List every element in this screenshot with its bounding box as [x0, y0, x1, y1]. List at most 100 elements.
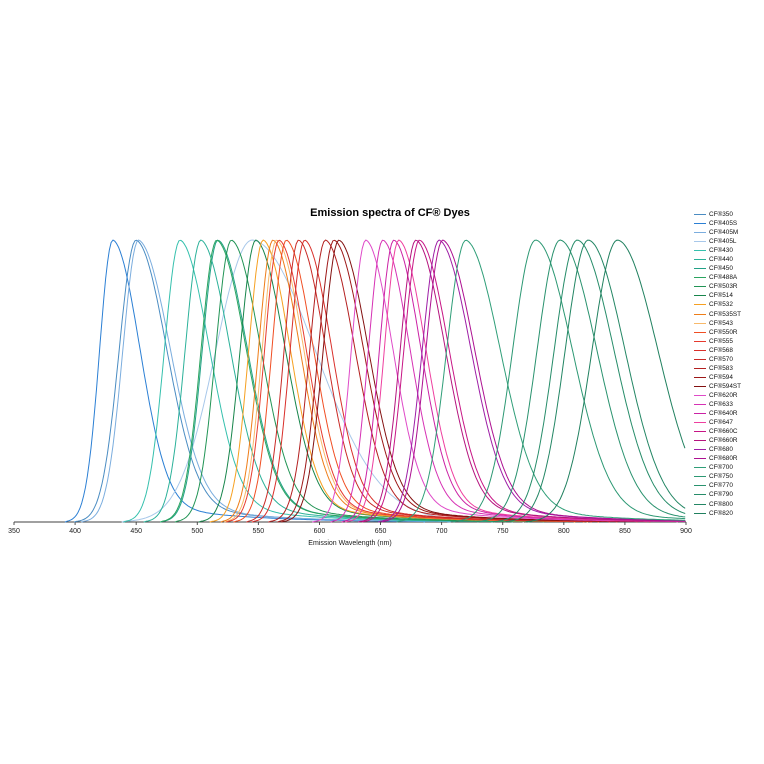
legend-line-swatch	[694, 431, 706, 433]
legend-item: CF®583	[694, 364, 741, 373]
legend-label: CF®770	[709, 482, 733, 490]
legend-label: CF®543	[709, 319, 733, 327]
legend-label: CF®633	[709, 401, 733, 408]
legend-line-swatch	[694, 485, 706, 487]
x-tick-label: 900	[680, 528, 692, 535]
legend-line-swatch	[694, 232, 706, 234]
legend-line-swatch	[694, 223, 706, 225]
legend-item: CF®660R	[694, 436, 741, 445]
x-tick-label: 350	[8, 528, 20, 535]
legend-item: CF®440	[694, 255, 741, 264]
legend-label: CF®594	[709, 373, 733, 381]
legend-label: CF®800	[709, 500, 733, 508]
legend-item: CF®700	[694, 463, 741, 472]
spectrum-curve	[381, 239, 686, 523]
legend-label: CF®503R	[709, 283, 738, 291]
legend-label: CF®450	[709, 265, 733, 273]
legend: CF®350 CF®405S CF®405M CF®405L CF®430 CF®440 C…	[694, 210, 741, 518]
legend-label: CF®555	[709, 337, 733, 345]
legend-item: CF®488A	[694, 273, 741, 282]
legend-label: CF®583	[709, 364, 733, 372]
legend-item: CF®594	[694, 373, 741, 382]
legend-line-swatch	[694, 467, 706, 469]
legend-label: CF®405L	[709, 238, 737, 246]
legend-line-swatch	[694, 376, 706, 378]
x-tick-label: 800	[558, 528, 570, 535]
spectrum-curve	[493, 239, 686, 523]
x-tick-label: 600	[314, 528, 326, 535]
legend-item: CF®660C	[694, 427, 741, 436]
legend-item: CF®790	[694, 490, 741, 499]
legend-label: CF®488A	[709, 274, 738, 282]
legend-line-swatch	[694, 404, 706, 405]
legend-item: CF®503R	[694, 282, 741, 291]
legend-item: CF®568	[694, 346, 741, 355]
legend-line-swatch	[694, 250, 706, 252]
legend-label: CF®568	[709, 346, 733, 354]
spectrum-curve	[504, 239, 686, 523]
legend-label: CF®750	[709, 473, 733, 481]
spectrum-curve	[198, 239, 568, 523]
legend-label: CF®790	[709, 491, 733, 499]
spectrum-curve	[312, 239, 678, 523]
x-tick-label: 650	[375, 528, 387, 535]
legend-item: CF®535ST	[694, 310, 741, 319]
legend-item: CF®543	[694, 319, 741, 328]
legend-label: CF®535ST	[709, 310, 742, 318]
legend-line-swatch	[694, 241, 706, 243]
legend-line-swatch	[694, 349, 706, 351]
legend-item: CF®594ST	[694, 382, 741, 391]
spectrum-curve	[477, 239, 686, 523]
legend-item: CF®430	[694, 246, 741, 255]
legend-line-swatch	[694, 214, 706, 216]
legend-label: CF®405M	[709, 229, 739, 237]
legend-item: CF®750	[694, 472, 741, 481]
legend-item: CF®555	[694, 337, 741, 346]
legend-item: CF®620R	[694, 391, 741, 400]
legend-line-swatch	[694, 286, 706, 288]
spectrum-curve	[358, 239, 686, 523]
legend-line-swatch	[694, 340, 706, 342]
legend-label: CF®660R	[709, 437, 738, 445]
legend-line-swatch	[694, 313, 706, 315]
spectrum-curve	[396, 239, 686, 523]
legend-line-swatch	[694, 268, 706, 270]
chart-title: Emission spectra of CF® Dyes	[310, 207, 470, 219]
legend-line-swatch	[694, 458, 706, 460]
legend-item: CF®800	[694, 500, 741, 509]
legend-line-swatch	[694, 304, 706, 306]
legend-label: CF®680	[709, 446, 733, 454]
legend-item: CF®550R	[694, 328, 741, 337]
legend-label: CF®570	[709, 355, 733, 363]
legend-line-swatch	[694, 503, 706, 505]
legend-item: CF®405L	[694, 237, 741, 246]
spectrum-curve	[341, 239, 686, 523]
spectrum-curve	[524, 239, 686, 523]
spectrum-curve	[268, 239, 638, 523]
legend-item: CF®570	[694, 355, 741, 364]
legend-label: CF®660C	[709, 428, 738, 436]
legend-line-swatch	[694, 494, 706, 496]
legend-line-swatch	[694, 322, 706, 324]
legend-item: CF®770	[694, 481, 741, 490]
legend-label: CF®594ST	[709, 382, 742, 390]
spectrum-curve	[361, 239, 686, 523]
legend-label: CF®680R	[709, 455, 738, 463]
legend-label: CF®550R	[709, 328, 738, 336]
legend-line-swatch	[694, 449, 706, 451]
legend-line-swatch	[694, 394, 706, 396]
legend-item: CF®405S	[694, 219, 741, 228]
legend-label: CF®405S	[709, 220, 738, 228]
legend-item: CF®647	[694, 418, 741, 427]
legend-item: CF®633	[694, 400, 741, 409]
legend-label: CF®514	[709, 292, 733, 300]
spectrum-curve	[81, 239, 451, 523]
legend-label: CF®820	[709, 509, 733, 517]
legend-item: CF®450	[694, 264, 741, 273]
legend-line-swatch	[694, 422, 706, 424]
legend-label: CF®532	[709, 301, 733, 309]
legend-line-swatch	[694, 476, 706, 478]
legend-item: CF®680	[694, 445, 741, 454]
x-tick-label: 400	[69, 528, 81, 535]
